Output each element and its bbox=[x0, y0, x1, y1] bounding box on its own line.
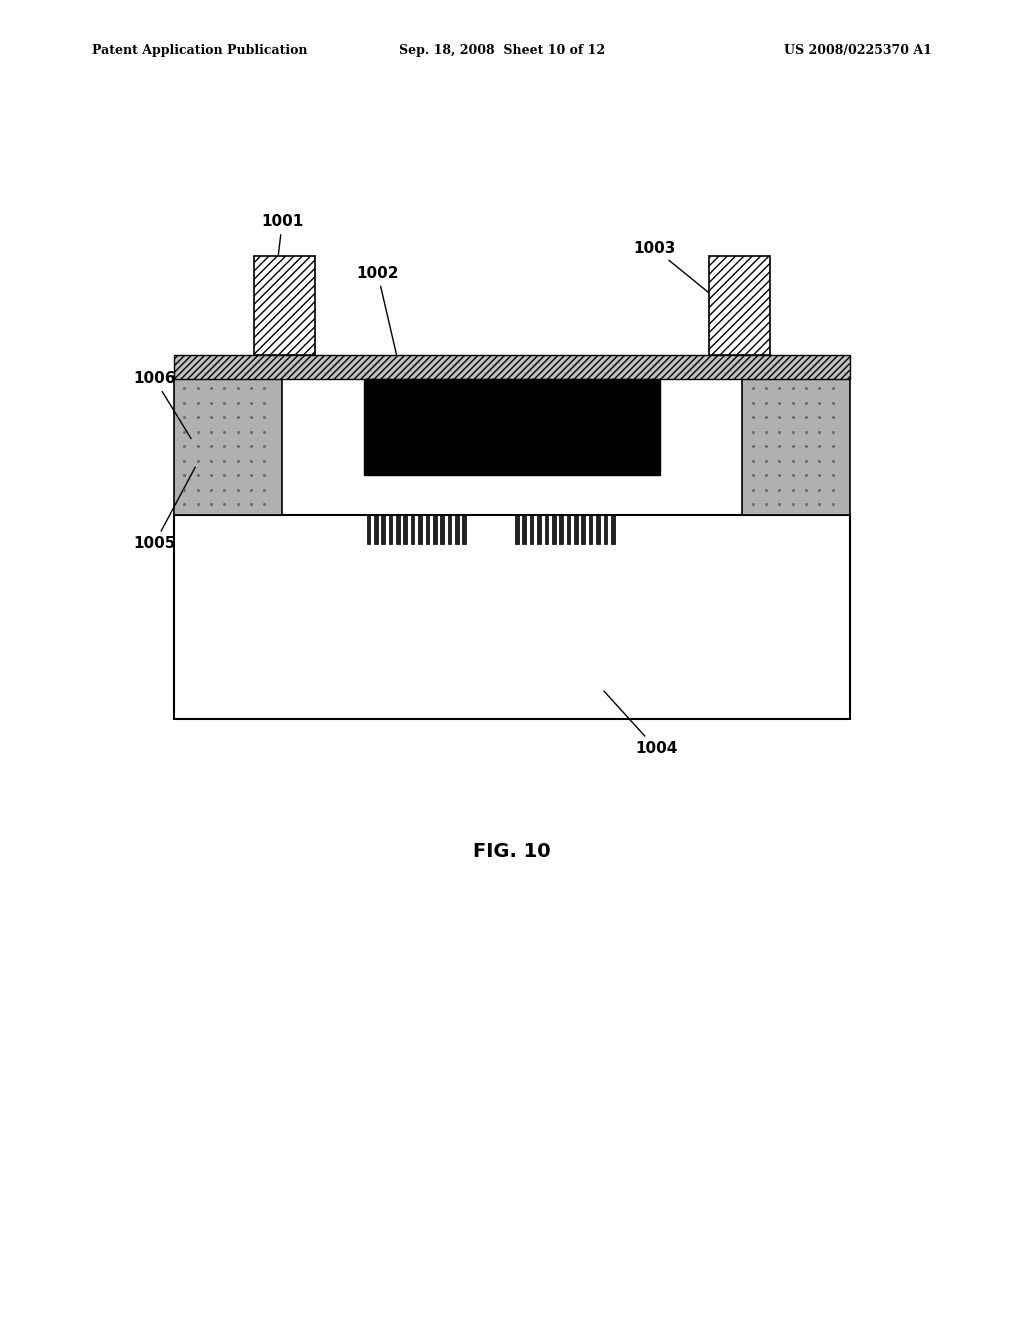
Text: 1006: 1006 bbox=[133, 371, 191, 438]
Bar bbox=[552, 515, 555, 544]
Bar bbox=[418, 515, 422, 544]
Bar bbox=[742, 376, 850, 515]
Bar bbox=[574, 515, 578, 544]
Bar bbox=[538, 515, 541, 544]
Text: 1004: 1004 bbox=[604, 692, 677, 756]
Bar bbox=[440, 515, 444, 544]
Bar bbox=[463, 515, 466, 544]
Bar bbox=[582, 515, 585, 544]
Bar bbox=[522, 515, 526, 544]
Bar bbox=[174, 515, 850, 719]
Bar bbox=[566, 515, 570, 544]
Text: FIG. 10: FIG. 10 bbox=[473, 842, 551, 861]
Text: Patent Application Publication: Patent Application Publication bbox=[92, 44, 307, 57]
Bar bbox=[389, 515, 392, 544]
Bar bbox=[403, 515, 407, 544]
Bar bbox=[364, 379, 660, 475]
Bar bbox=[411, 515, 415, 544]
Bar bbox=[254, 256, 315, 355]
Bar bbox=[254, 256, 315, 355]
Text: 1001: 1001 bbox=[261, 214, 303, 312]
Bar bbox=[426, 515, 429, 544]
Bar bbox=[709, 256, 770, 355]
Bar bbox=[529, 515, 534, 544]
Bar bbox=[603, 515, 607, 544]
Bar bbox=[374, 515, 378, 544]
Bar bbox=[447, 515, 452, 544]
Bar bbox=[559, 515, 563, 544]
Bar bbox=[174, 376, 282, 515]
Text: Sep. 18, 2008  Sheet 10 of 12: Sep. 18, 2008 Sheet 10 of 12 bbox=[398, 44, 605, 57]
Bar bbox=[545, 515, 548, 544]
Bar bbox=[174, 355, 850, 379]
Text: 1002: 1002 bbox=[356, 265, 399, 364]
Bar bbox=[367, 515, 371, 544]
Bar bbox=[455, 515, 459, 544]
Bar bbox=[589, 515, 592, 544]
Bar bbox=[174, 355, 850, 379]
Text: 1005: 1005 bbox=[133, 467, 196, 552]
Text: US 2008/0225370 A1: US 2008/0225370 A1 bbox=[784, 44, 932, 57]
Bar bbox=[433, 515, 436, 544]
Bar bbox=[596, 515, 600, 544]
Text: 1003: 1003 bbox=[633, 240, 733, 313]
Bar bbox=[381, 515, 385, 544]
Bar bbox=[515, 515, 518, 544]
Bar bbox=[611, 515, 614, 544]
Bar bbox=[709, 256, 770, 355]
Bar bbox=[396, 515, 399, 544]
